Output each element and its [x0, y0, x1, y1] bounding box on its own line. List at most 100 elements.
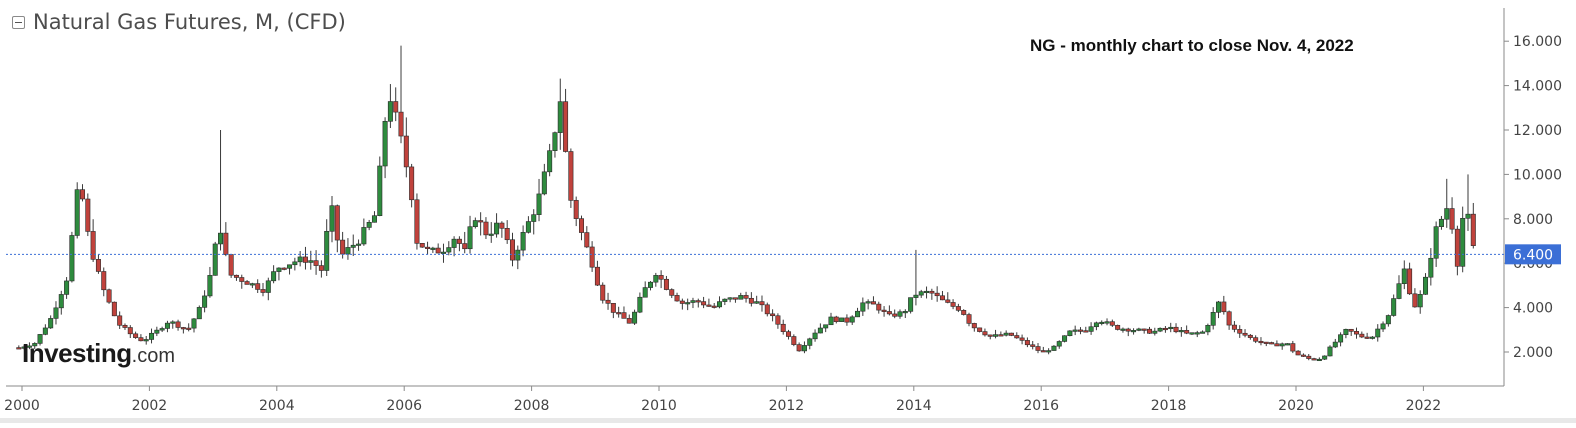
candle-up: [648, 281, 654, 288]
candle-up: [1433, 226, 1439, 259]
y-tick-label: 10.000: [1513, 167, 1562, 183]
candle-up: [1056, 341, 1062, 347]
candle-up: [1332, 341, 1338, 348]
candle-up: [1157, 327, 1163, 332]
candle-down: [1226, 311, 1232, 326]
candle-up: [42, 327, 48, 335]
candle-up: [520, 232, 526, 251]
candle-up: [1046, 350, 1052, 353]
candle-up: [1380, 323, 1386, 330]
candle-down: [876, 303, 882, 311]
candle-down: [1014, 335, 1020, 339]
x-tick-label: 2014: [896, 398, 932, 414]
logo-sub-text: .com: [131, 345, 175, 367]
candle-down: [85, 198, 91, 232]
x-tick-label: 2010: [641, 398, 677, 414]
candle-up: [1210, 312, 1216, 326]
candle-down: [478, 220, 484, 223]
candle-down: [1077, 329, 1083, 332]
candle-down: [281, 267, 287, 270]
candle-up: [902, 311, 908, 314]
candle-up: [1385, 315, 1391, 325]
candle-down: [679, 300, 685, 304]
candle-down: [509, 239, 515, 261]
candle-down: [998, 334, 1004, 337]
candle-down: [127, 327, 133, 335]
candle-up: [170, 321, 176, 324]
candle-down: [1348, 328, 1354, 332]
candle-down: [106, 289, 112, 303]
y-tick-label: 8.000: [1513, 212, 1553, 228]
candle-up: [1428, 257, 1434, 278]
x-tick-label: 2022: [1406, 398, 1442, 414]
candle-down: [133, 333, 139, 338]
candle-up: [1322, 355, 1328, 360]
candle-down: [759, 301, 765, 306]
candle-down: [318, 265, 324, 271]
candle-down: [403, 135, 409, 168]
candle-up: [913, 294, 919, 298]
candle-down: [456, 238, 462, 244]
candle-up: [823, 324, 829, 329]
candle-down: [175, 321, 181, 328]
candle-down: [626, 318, 632, 324]
candle-up: [371, 215, 377, 223]
candle-down: [1258, 340, 1264, 344]
candle-up: [828, 316, 834, 326]
candle-up: [993, 334, 999, 337]
investing-logo: Investing.com: [22, 338, 175, 369]
candle-up: [329, 205, 335, 232]
horizontal-scrollbar[interactable]: [0, 418, 1576, 423]
candle-up: [1178, 330, 1184, 333]
candle-up: [361, 227, 367, 245]
candle-up: [1460, 217, 1466, 267]
candle-down: [1173, 326, 1179, 333]
candle-up: [632, 311, 638, 324]
candle-down: [499, 222, 505, 229]
candle-down: [573, 200, 579, 219]
candle-up: [1423, 276, 1429, 295]
candle-down: [886, 311, 892, 315]
candle-down: [483, 221, 489, 236]
candle-up: [1088, 326, 1094, 332]
y-tick-label: 2.000: [1513, 345, 1553, 361]
candle-down: [1162, 327, 1168, 331]
candle-up: [1189, 332, 1195, 335]
candle-up: [690, 300, 696, 303]
candle-down: [950, 302, 956, 307]
y-tick-label: 4.000: [1513, 301, 1553, 317]
candle-down: [1247, 334, 1253, 338]
candle-up: [1316, 358, 1322, 362]
candle-up: [472, 220, 478, 228]
candle-up: [754, 301, 760, 304]
x-tick-label: 2012: [769, 398, 805, 414]
candle-up: [727, 297, 733, 300]
candle-up: [48, 318, 54, 329]
candle-up: [387, 101, 393, 122]
candle-down: [706, 304, 712, 307]
candle-up: [525, 221, 531, 233]
candle-down: [302, 256, 308, 263]
last-price-label: 6.400: [1513, 247, 1553, 263]
candle-up: [1194, 332, 1200, 335]
candle-down: [578, 218, 584, 233]
y-tick-label: 14.000: [1513, 79, 1562, 95]
candle-down: [780, 323, 786, 332]
candle-down: [743, 295, 749, 299]
candle-up: [430, 247, 436, 250]
candle-up: [642, 287, 648, 298]
candle-up: [69, 235, 75, 282]
candle-down: [616, 312, 622, 315]
candle-down: [1231, 324, 1237, 330]
candle-down: [1030, 344, 1036, 347]
candle-down: [674, 295, 680, 302]
candle-up: [366, 221, 372, 228]
minus-square-icon[interactable]: [12, 15, 25, 29]
candle-down: [239, 277, 245, 282]
candle-down: [1024, 340, 1030, 346]
candle-down: [934, 292, 940, 297]
candle-down: [658, 275, 664, 280]
candle-down: [16, 347, 22, 350]
candle-down: [1146, 328, 1152, 334]
candle-up: [218, 232, 224, 245]
